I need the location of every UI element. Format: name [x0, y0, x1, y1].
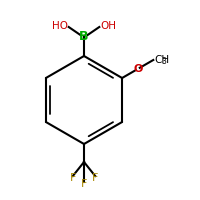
Text: B: B — [79, 29, 89, 43]
Text: O: O — [133, 64, 142, 74]
Text: HO: HO — [52, 21, 68, 31]
Text: F: F — [81, 179, 87, 189]
Text: 3: 3 — [162, 58, 167, 66]
Text: F: F — [92, 173, 98, 183]
Text: CH: CH — [154, 55, 169, 65]
Text: F: F — [70, 173, 76, 183]
Text: OH: OH — [100, 21, 116, 31]
